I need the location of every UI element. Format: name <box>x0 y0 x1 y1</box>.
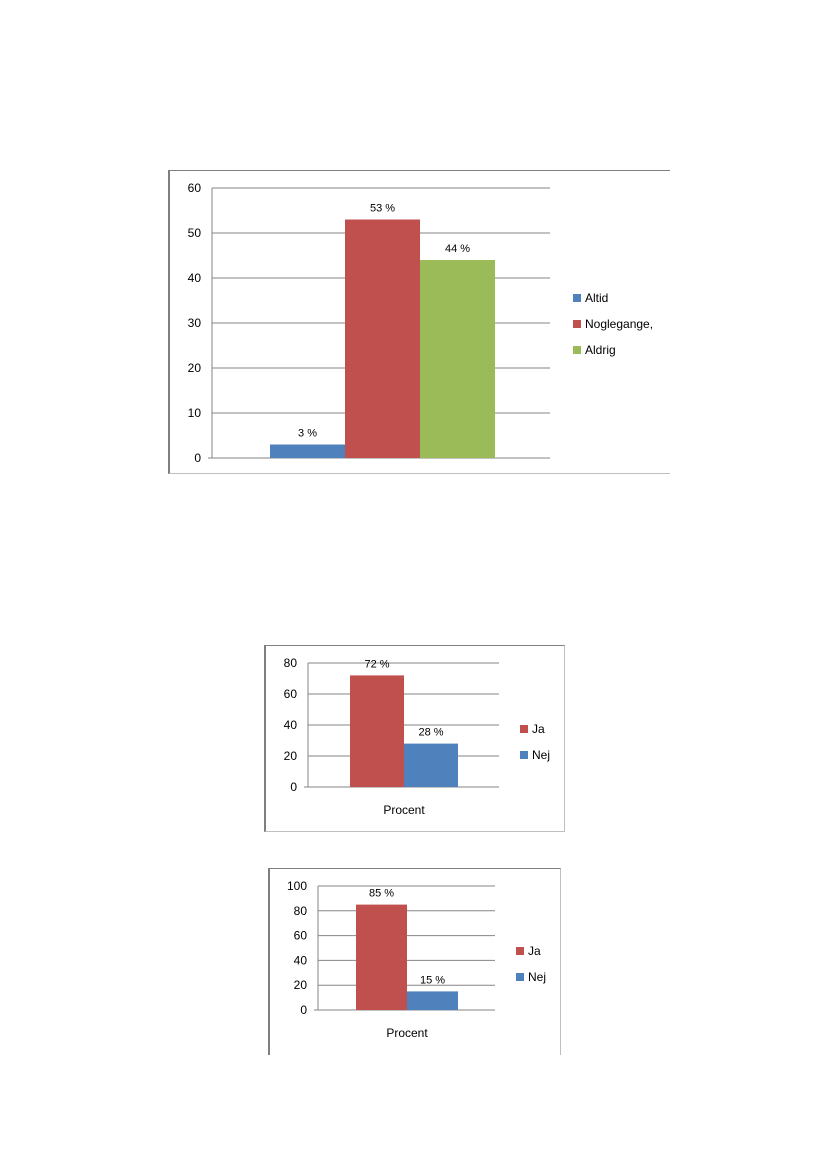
chart-3-plot: 0 20 40 60 80 100 85 % 15 % Procent <box>287 879 495 1040</box>
legend-item-ja: Ja <box>516 938 546 964</box>
y-tick-label: 50 <box>188 226 202 240</box>
chart-1: 0 10 20 30 40 50 60 3 % 53 % 44 % Altid Noglegang… <box>168 170 670 474</box>
legend-item-altid: Altid <box>573 285 653 311</box>
chart-3-legend: Ja Nej <box>516 938 546 990</box>
data-label: 3 % <box>298 428 317 440</box>
y-tick-label: 40 <box>294 953 308 967</box>
legend-swatch <box>516 973 524 981</box>
y-tick-label: 20 <box>188 361 202 375</box>
legend-label: Altid <box>585 291 609 305</box>
bar-altid <box>270 444 345 458</box>
y-tick-label: 60 <box>294 929 308 943</box>
chart-2-plot: 0 20 40 60 80 72 % 28 % Procent <box>284 656 499 817</box>
legend-item-nej: Nej <box>520 742 550 768</box>
data-label: 44 % <box>445 243 470 255</box>
legend-label: Nej <box>532 748 551 762</box>
legend-label: Aldrig <box>585 343 616 357</box>
bar-aldrig <box>420 260 495 458</box>
y-tick-label: 60 <box>188 181 202 195</box>
bar-ja <box>350 675 404 787</box>
legend-swatch <box>516 947 524 955</box>
y-tick-label: 100 <box>287 879 307 893</box>
legend-swatch <box>573 294 581 302</box>
bar-nej <box>407 991 458 1010</box>
y-tick-label: 0 <box>300 1003 307 1017</box>
legend-swatch <box>573 320 581 328</box>
chart-2: 0 20 40 60 80 72 % 28 % Procent Ja Nej <box>264 645 565 832</box>
chart-2-legend: Ja Nej <box>520 716 550 768</box>
x-category-label: Procent <box>383 803 425 817</box>
legend-item-ja: Ja <box>520 716 550 742</box>
legend-label: Ja <box>532 722 545 736</box>
data-label: 85 % <box>369 888 394 900</box>
legend-swatch <box>573 346 581 354</box>
y-tick-label: 20 <box>284 749 298 763</box>
y-tick-label: 10 <box>188 406 202 420</box>
bar-ja <box>356 904 407 1010</box>
data-label: 15 % <box>420 974 445 986</box>
y-tick-label: 40 <box>188 271 202 285</box>
y-tick-label: 0 <box>290 780 297 794</box>
y-tick-label: 20 <box>294 978 308 992</box>
legend-label: Noglegange, <box>585 317 654 331</box>
data-label: 72 % <box>364 658 389 670</box>
chart-1-legend: Altid Noglegange, Aldrig <box>573 285 653 363</box>
y-tick-label: 60 <box>284 687 298 701</box>
bar-nej <box>404 743 458 787</box>
data-label: 28 % <box>418 727 443 739</box>
legend-label: Nej <box>528 970 547 984</box>
y-tick-label: 80 <box>284 656 298 670</box>
legend-label: Ja <box>528 944 541 958</box>
chart-3: 0 20 40 60 80 100 85 % 15 % Procent Ja Nej <box>268 868 561 1055</box>
y-tick-label: 80 <box>294 904 308 918</box>
legend-swatch <box>520 725 528 733</box>
bar-noglegange <box>345 219 420 458</box>
legend-item-noglegange: Noglegange, <box>573 311 653 337</box>
legend-item-nej: Nej <box>516 964 546 990</box>
x-category-label: Procent <box>386 1026 428 1040</box>
y-tick-label: 30 <box>188 316 202 330</box>
legend-swatch <box>520 751 528 759</box>
chart-1-plot: 0 10 20 30 40 50 60 3 % 53 % 44 % <box>188 181 550 465</box>
legend-item-aldrig: Aldrig <box>573 337 653 363</box>
y-tick-label: 40 <box>284 718 298 732</box>
data-label: 53 % <box>370 203 395 215</box>
y-tick-label: 0 <box>194 451 201 465</box>
